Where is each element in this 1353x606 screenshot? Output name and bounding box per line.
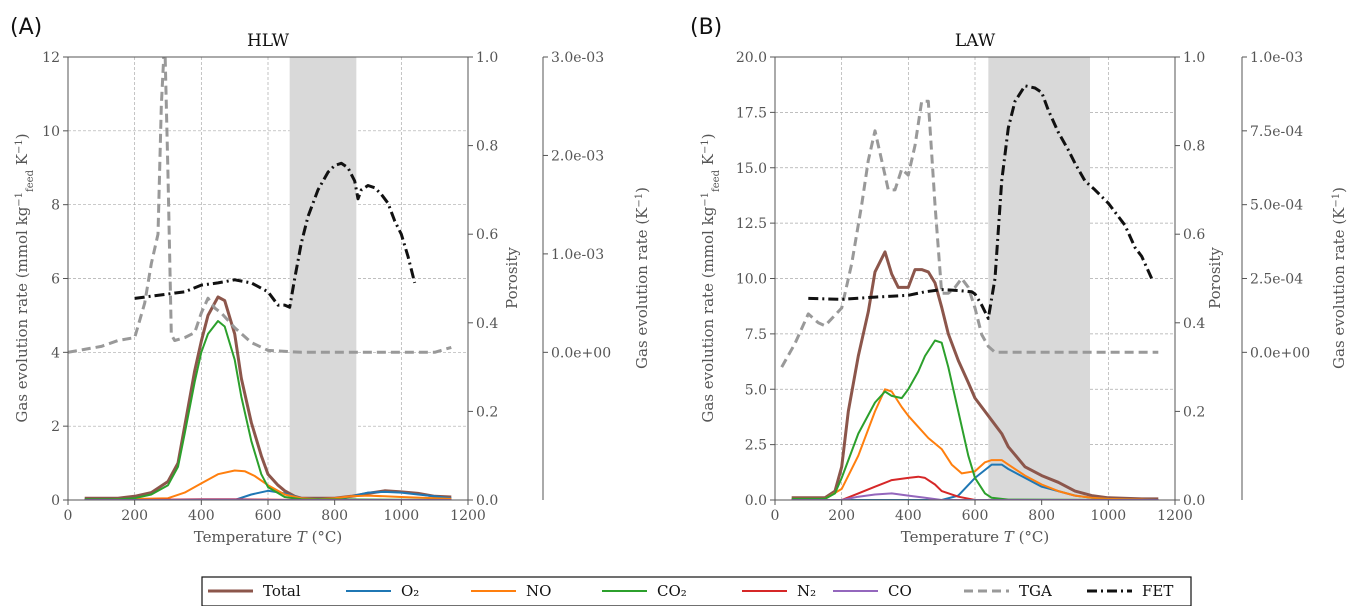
- legend: Total O₂ NO CO₂ N₂ CO TGA FET: [201, 576, 1192, 606]
- y3-tick-label: 2.0e-03: [551, 148, 604, 164]
- y-tick-label: 4: [51, 345, 60, 361]
- panel-hlw: (A) HLW 0 200 400 600 800 1000 1200 0 2 4 6 8 10 12 0.…: [10, 15, 651, 546]
- legend-label: N₂: [797, 582, 816, 600]
- legend-label: NO: [526, 582, 551, 600]
- y3-tick-label: 2.5e-04: [1250, 272, 1303, 288]
- x-tick-label: 400: [895, 508, 922, 524]
- series-line-tga: [780, 99, 1159, 368]
- series-line-n: [791, 475, 1159, 500]
- y-tick-label: 10.0: [736, 272, 767, 288]
- y-tick-label: 12.5: [736, 216, 767, 232]
- legend-label: CO: [888, 582, 912, 600]
- series-line-fet: [134, 161, 417, 309]
- y2-tick-label: 0.0: [476, 493, 498, 509]
- x-tick-label: 1000: [384, 508, 420, 524]
- y3-tick-label: 5.0e-04: [1250, 198, 1303, 214]
- x-tick-label: 200: [828, 508, 855, 524]
- panel-title-b: LAW: [955, 31, 996, 51]
- series-line-co: [84, 320, 452, 500]
- shaded-range-a: [289, 57, 357, 500]
- y2-tick-label: 0.2: [476, 404, 498, 420]
- x-tick-label: 0: [771, 508, 780, 524]
- y-tick-label: 5.0: [745, 382, 767, 398]
- y2-axis-label-a: Porosity: [503, 247, 521, 309]
- series-line-co: [791, 492, 1159, 500]
- x-tick-label: 1000: [1091, 508, 1127, 524]
- y2-tick-label: 0.8: [476, 139, 498, 155]
- y2-tick-label: 0.6: [1183, 227, 1205, 243]
- series-line-tga: [68, 57, 452, 354]
- y2-tick-label: 0.4: [476, 316, 498, 332]
- legend-label: TGA: [1019, 582, 1052, 600]
- series-line-total: [791, 250, 1159, 500]
- x-axis-label-b: Temperature T (°C): [901, 528, 1050, 546]
- y-tick-label: 0: [51, 493, 60, 509]
- y-tick-label: 0.0: [745, 493, 767, 509]
- y2-axis-label-b: Porosity: [1206, 247, 1224, 309]
- x-axis-label-a: Temperature T (°C): [194, 528, 343, 546]
- series-line-fet: [808, 84, 1154, 320]
- y3-tick-label: 3.0e-03: [551, 50, 604, 66]
- y2-tick-label: 0.6: [476, 227, 498, 243]
- panel-law: (B) LAW 0 200 400 600 800 1000 12000.02.55.07.…: [690, 15, 1348, 546]
- y-tick-label: 12: [42, 50, 60, 66]
- y-tick-label: 8: [51, 198, 60, 214]
- legend-label: O₂: [401, 582, 419, 600]
- series-line-co: [791, 339, 1159, 500]
- panel-tag-a: (A): [10, 15, 42, 40]
- x-tick-label: 1200: [450, 508, 486, 524]
- x-tick-label: 1200: [1157, 508, 1193, 524]
- series-line-no: [791, 388, 1159, 500]
- legend-label: FET: [1142, 582, 1173, 600]
- legend-label: Total: [263, 582, 301, 600]
- y3-axis-label-a: Gas evolution rate (K−1): [633, 187, 651, 369]
- y2-tick-label: 0.0: [1183, 493, 1205, 509]
- shaded-range-b: [988, 57, 1090, 500]
- x-tick-label: 600: [255, 508, 282, 524]
- y3-tick-label: 0.0e+00: [1250, 345, 1310, 361]
- y-tick-label: 2: [51, 419, 60, 435]
- y3-tick-label: 1.0e-03: [1250, 50, 1303, 66]
- y3-axis-label-b: Gas evolution rate (K−1): [1330, 187, 1348, 369]
- x-tick-label: 400: [188, 508, 215, 524]
- y2-tick-label: 0.8: [1183, 139, 1205, 155]
- y3-tick-label: 0.0e+00: [551, 345, 611, 361]
- x-tick-label: 0: [64, 508, 73, 524]
- x-tick-label: 800: [1028, 508, 1055, 524]
- series-line-no: [84, 469, 452, 500]
- y-tick-label: 20.0: [736, 50, 767, 66]
- y2-tick-label: 0.2: [1183, 404, 1205, 420]
- y3-tick-label: 7.5e-04: [1250, 124, 1303, 140]
- y-axis-label-a: Gas evolution rate (mmol kg−1feed K−1): [13, 133, 36, 422]
- y-tick-label: 2.5: [745, 438, 767, 454]
- y-tick-label: 7.5: [745, 327, 767, 343]
- y-tick-label: 10: [42, 124, 60, 140]
- x-tick-label: 800: [321, 508, 348, 524]
- y2-tick-label: 1.0: [476, 50, 498, 66]
- x-tick-label: 200: [121, 508, 148, 524]
- y-tick-label: 17.5: [736, 105, 767, 121]
- y-tick-label: 15.0: [736, 161, 767, 177]
- y-tick-label: 6: [51, 272, 60, 288]
- legend-label: CO₂: [657, 582, 687, 600]
- y-axis-label-b: Gas evolution rate (mmol kg−1feed K−1): [699, 133, 722, 422]
- panel-tag-b: (B): [690, 15, 722, 40]
- y2-tick-label: 0.4: [1183, 316, 1205, 332]
- x-tick-label: 600: [962, 508, 989, 524]
- y2-tick-label: 1.0: [1183, 50, 1205, 66]
- panel-title-a: HLW: [247, 31, 290, 51]
- y3-tick-label: 1.0e-03: [551, 247, 604, 263]
